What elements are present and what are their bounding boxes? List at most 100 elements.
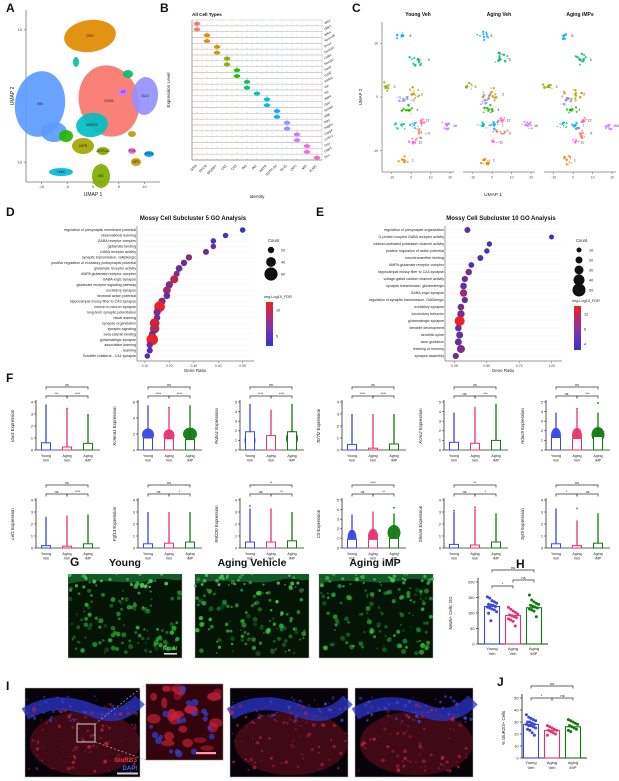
svg-text:0: 0 — [428, 131, 430, 135]
svg-text:-10: -10 — [470, 176, 475, 180]
svg-text:1: 1 — [235, 534, 237, 538]
svg-text:glutamate binding: glutamate binding — [108, 245, 136, 249]
violin-plot-robo1: 0 1 2 3 4 5 Robo1 Expression Young Veh Aging Veh Ag… — [208, 372, 310, 470]
svg-text:-10: -10 — [39, 185, 45, 189]
svg-text:Kcnc2 Expression: Kcnc2 Expression — [418, 408, 423, 444]
svg-text:Robo1 Expression: Robo1 Expression — [214, 408, 219, 444]
svg-text:Young: Young — [525, 760, 536, 765]
svg-text:Vip: Vip — [324, 84, 330, 90]
panel-g-letter: G — [70, 555, 80, 569]
svg-text:ns: ns — [371, 383, 375, 387]
svg-text:ns: ns — [550, 681, 554, 686]
svg-text:Veh: Veh — [370, 459, 376, 463]
svg-text:Veh: Veh — [349, 557, 355, 561]
svg-text:Vav3 Expression: Vav3 Expression — [10, 409, 15, 442]
svg-text:Aging: Aging — [389, 454, 398, 458]
svg-text:2: 2 — [583, 92, 585, 96]
svg-text:4: 4 — [416, 108, 418, 112]
svg-text:locomotory behavior: locomotory behavior — [412, 312, 445, 316]
svg-text:Veh: Veh — [574, 459, 580, 463]
svg-text:4: 4 — [337, 400, 339, 404]
svg-text:10: 10 — [510, 176, 514, 180]
svg-text:2: 2 — [541, 429, 543, 433]
svg-text:VLMC: VLMC — [308, 163, 318, 173]
svg-text:5: 5 — [428, 58, 430, 62]
svg-text:**: ** — [270, 481, 273, 485]
violin-plot-rnf220: 0 1 2 3 4 Rnf220 Expression Young Veh Aging Veh Ag… — [208, 470, 310, 568]
svg-text:**: ** — [382, 490, 385, 494]
svg-text:ns: ns — [473, 383, 477, 387]
svg-text:ns: ns — [259, 490, 263, 494]
svg-text:10: 10 — [276, 308, 280, 312]
svg-text:0: 0 — [509, 131, 511, 135]
svg-text:Young: Young — [551, 454, 561, 458]
svg-text:UMAP 1: UMAP 1 — [84, 192, 103, 198]
svg-text:3: 3 — [31, 412, 33, 416]
svg-text:11: 11 — [499, 140, 503, 144]
svg-text:2: 2 — [337, 424, 339, 428]
go-dotplot: Mossy Cell Subcluster 5 GO Analysis 0.10 0… — [51, 216, 292, 373]
svg-text:Itpka: Itpka — [324, 30, 332, 37]
svg-text:3: 3 — [475, 85, 477, 89]
svg-text:Syt9 Expression: Syt9 Expression — [520, 508, 525, 540]
svg-text:Dkk3: Dkk3 — [324, 24, 332, 31]
svg-text:OLIG: OLIG — [279, 164, 288, 173]
svg-text:12: 12 — [426, 119, 430, 123]
svg-text:****: **** — [258, 392, 264, 396]
svg-text:Gene Ratio: Gene Ratio — [184, 368, 207, 372]
svg-text:% GluR2/3+ Cells: % GluR2/3+ Cells — [501, 711, 506, 745]
svg-text:9: 9 — [494, 98, 496, 102]
panel-f-letter: F — [6, 371, 14, 385]
svg-text:1: 1 — [541, 439, 543, 443]
svg-text:0: 0 — [31, 448, 33, 452]
svg-text:Aging iMPs: Aging iMPs — [566, 12, 593, 18]
svg-text:Pdgfra: Pdgfra — [324, 122, 334, 130]
panel-g-neun-micrographs: NeuN — [66, 571, 435, 660]
svg-text:****: **** — [381, 392, 387, 396]
panel-c-letter: C — [352, 1, 361, 15]
svg-text:40: 40 — [514, 707, 519, 712]
svg-text:10: 10 — [514, 743, 519, 748]
svg-text:Aging: Aging — [62, 552, 71, 556]
svg-text:5: 5 — [276, 334, 278, 338]
svg-text:150: 150 — [468, 595, 475, 600]
svg-text:4: 4 — [235, 498, 237, 502]
svg-text:2: 2 — [421, 92, 423, 96]
svg-text:4: 4 — [439, 410, 441, 414]
violin-plot-vav3: 0 1 2 3 4 Vav3 Expression Young Veh Aging Veh Agin… — [4, 372, 106, 470]
svg-text:regulation of presynapse organ: regulation of presynapse organization — [384, 228, 444, 232]
svg-text:3: 3 — [439, 420, 441, 424]
svg-text:****: **** — [360, 392, 366, 396]
violin-plot-syt9: 0 1 2 3 4 Syt9 Expression Young Veh Aging Veh Agin… — [514, 470, 616, 568]
svg-text:40: 40 — [589, 278, 593, 282]
svg-text:Aging: Aging — [368, 454, 377, 458]
panel-e-go-dotplot-subcluster10: Mossy Cell Subcluster 10 GO Analysis 0.25… — [312, 206, 619, 373]
svg-text:ns: ns — [269, 383, 273, 387]
svg-text:1: 1 — [439, 439, 441, 443]
svg-text:2: 2 — [31, 424, 33, 428]
svg-text:Dcn: Dcn — [324, 153, 331, 159]
svg-text:0.40: 0.40 — [215, 364, 222, 368]
svg-text:2: 2 — [502, 92, 504, 96]
svg-text:PERI: PERI — [145, 152, 153, 156]
svg-text:Veh: Veh — [349, 459, 355, 463]
panel-g-header-young: Young — [109, 557, 141, 569]
svg-text:iMP: iMP — [85, 459, 92, 463]
svg-text:Aging: Aging — [547, 760, 557, 765]
svg-text:4: 4 — [337, 508, 339, 512]
svg-text:iMP: iMP — [531, 651, 538, 656]
svg-text:dendrite development: dendrite development — [409, 326, 444, 330]
svg-text:Aging: Aging — [368, 552, 377, 556]
svg-text:3: 3 — [31, 510, 33, 514]
svg-text:2: 2 — [133, 522, 135, 526]
svg-text:glutamate receptor signaling p: glutamate receptor signaling pathway — [76, 283, 136, 287]
svg-text:ns: ns — [167, 481, 171, 485]
svg-text:ns: ns — [575, 383, 579, 387]
panel-e-letter: E — [316, 205, 325, 219]
svg-text:1: 1 — [493, 158, 495, 162]
svg-text:8: 8 — [490, 34, 492, 38]
svg-text:50: 50 — [589, 288, 593, 292]
svg-text:1: 1 — [337, 537, 339, 541]
svg-text:0: 0 — [133, 546, 135, 550]
svg-text:Aging: Aging — [470, 454, 479, 458]
